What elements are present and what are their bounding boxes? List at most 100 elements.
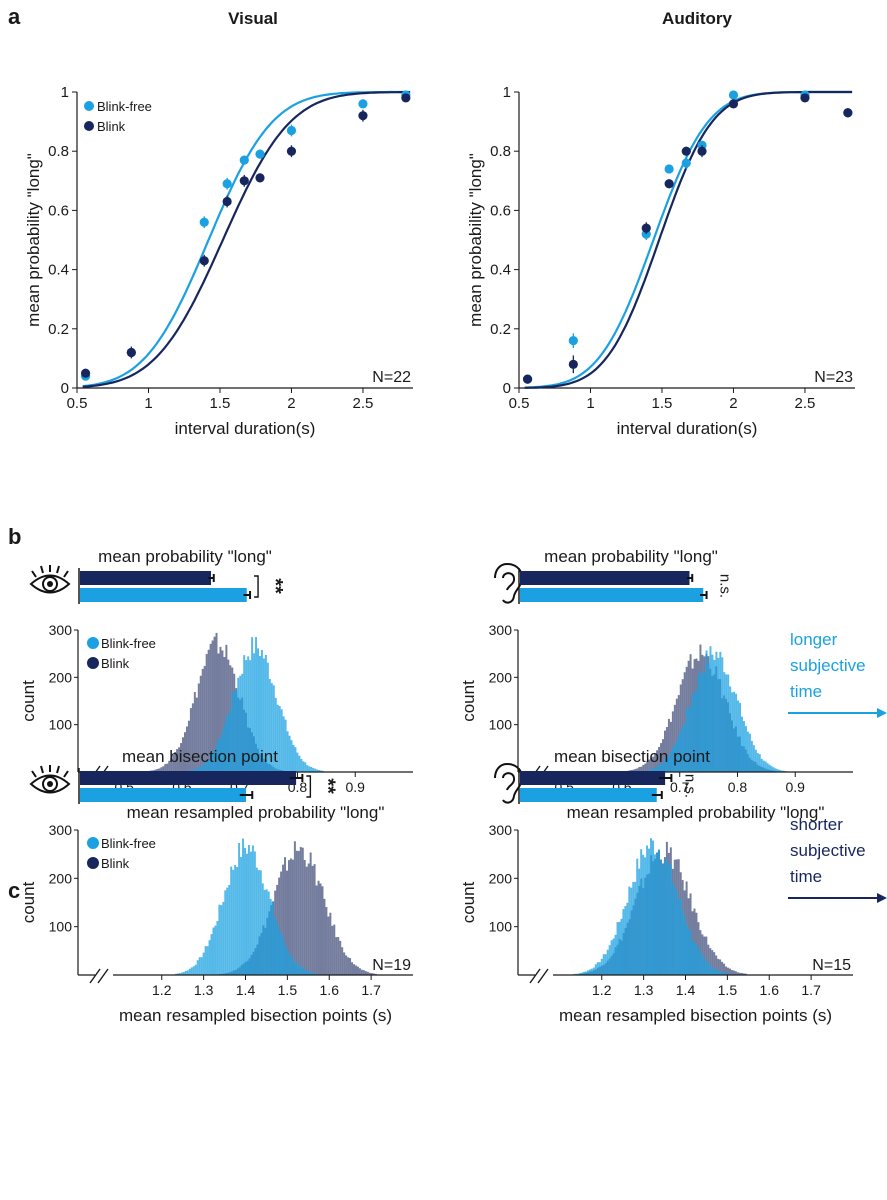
- histogram-bin: [195, 697, 198, 772]
- bar-chart-title: mean probability "long": [98, 547, 272, 566]
- histogram-bin: [672, 745, 675, 772]
- histogram-bin: [701, 954, 704, 975]
- histogram-bin: [266, 662, 269, 772]
- histogram-bin: [299, 965, 302, 975]
- histogram-bin: [709, 965, 712, 975]
- histogram-bin: [744, 973, 747, 975]
- histogram-bin: [681, 679, 684, 772]
- histogram-bin: [695, 943, 698, 975]
- histogram-bin: [730, 970, 733, 975]
- histogram-bin: [691, 694, 694, 772]
- histogram-bin: [262, 658, 265, 772]
- histogram-bin: [213, 636, 216, 772]
- histogram-bin: [778, 769, 781, 772]
- histogram-bin: [282, 864, 285, 975]
- histogram-bin: [271, 901, 274, 975]
- histogram-bin: [727, 967, 729, 975]
- histogram-bin: [679, 898, 682, 975]
- histogram-bin: [184, 732, 186, 772]
- histogram-bin: [679, 684, 682, 772]
- histogram-bin: [307, 971, 310, 975]
- legend-label: Blink-free: [101, 836, 156, 851]
- histogram-bin: [663, 730, 666, 772]
- histogram-bin: [620, 918, 623, 975]
- histogram-bin: [280, 871, 283, 975]
- x-tick-label: 1.3: [634, 982, 654, 998]
- histogram-bin: [193, 692, 196, 772]
- histogram-bin: [278, 877, 281, 975]
- panel-label-a: a: [8, 4, 21, 29]
- bar-blink-free: [520, 588, 704, 602]
- histogram-bin: [752, 745, 755, 772]
- histogram-bin: [742, 973, 745, 975]
- data-point: [358, 99, 368, 109]
- histogram-bin: [362, 970, 365, 975]
- histogram-bin: [650, 838, 652, 975]
- histogram-bin: [312, 767, 315, 772]
- histogram-bin: [249, 660, 252, 772]
- histogram-bin: [203, 665, 206, 772]
- x-axis-label: interval duration(s): [617, 419, 758, 438]
- histogram-bin: [673, 704, 676, 772]
- data-point: [568, 336, 578, 346]
- histogram-bin: [636, 768, 639, 772]
- histogram-bin: [652, 768, 655, 772]
- histogram-bin: [707, 962, 710, 975]
- side-note-line: shorter: [790, 815, 843, 834]
- histogram-bin: [232, 869, 235, 975]
- histogram-bin: [661, 865, 664, 975]
- data-point: [843, 108, 853, 118]
- histogram-bin: [219, 646, 222, 772]
- legend-marker: [84, 101, 94, 111]
- histogram-bin: [604, 954, 607, 975]
- histogram-bin: [715, 955, 718, 975]
- data-point: [664, 164, 674, 174]
- histogram-bin: [227, 714, 230, 772]
- data-point: [222, 196, 232, 207]
- sample-size-label: N=19: [372, 957, 411, 974]
- histogram-bin: [187, 720, 190, 772]
- histogram-bin: [209, 643, 212, 772]
- histogram-bin: [211, 640, 214, 772]
- histogram-bin: [241, 673, 244, 772]
- histogram-bin: [754, 749, 757, 772]
- histogram-bin: [744, 725, 747, 772]
- histogram-bin: [305, 866, 308, 975]
- histogram-bin: [213, 750, 216, 772]
- histogram-bin: [596, 962, 599, 975]
- histogram-bin: [741, 716, 743, 772]
- x-tick-label: 2.5: [353, 395, 374, 412]
- histogram-bin: [264, 654, 267, 772]
- histogram-bin: [319, 883, 322, 975]
- histogram-bin: [707, 663, 710, 772]
- histogram-bin: [644, 857, 647, 975]
- histogram-bin: [325, 907, 328, 975]
- histogram-bin: [318, 770, 321, 772]
- histogram-bin: [606, 949, 609, 975]
- histogram-bin: [354, 965, 357, 975]
- legend-marker: [87, 637, 99, 649]
- histogram-bin: [575, 973, 578, 975]
- histogram-bin: [238, 842, 241, 975]
- y-tick-label: 1: [503, 84, 511, 101]
- y-tick-label: 0.4: [48, 262, 69, 279]
- histogram-bin: [194, 964, 197, 975]
- data-point: [199, 217, 209, 227]
- histogram-bin: [274, 697, 277, 772]
- histogram-bin: [212, 927, 215, 975]
- histogram-bin: [677, 898, 680, 975]
- y-axis-label: count: [19, 680, 38, 722]
- histogram-bin: [297, 850, 300, 975]
- histogram-bin: [670, 751, 673, 772]
- histogram-bin: [739, 702, 742, 772]
- histogram-bin: [360, 969, 363, 975]
- histogram-bin: [669, 864, 672, 975]
- histogram-bin: [748, 733, 751, 772]
- histogram-bin: [656, 766, 659, 772]
- histogram-bin: [711, 967, 714, 975]
- histogram-bin: [228, 884, 231, 975]
- histogram-bin: [719, 651, 722, 772]
- histogram-bin: [738, 972, 741, 975]
- histogram-bin: [717, 970, 719, 975]
